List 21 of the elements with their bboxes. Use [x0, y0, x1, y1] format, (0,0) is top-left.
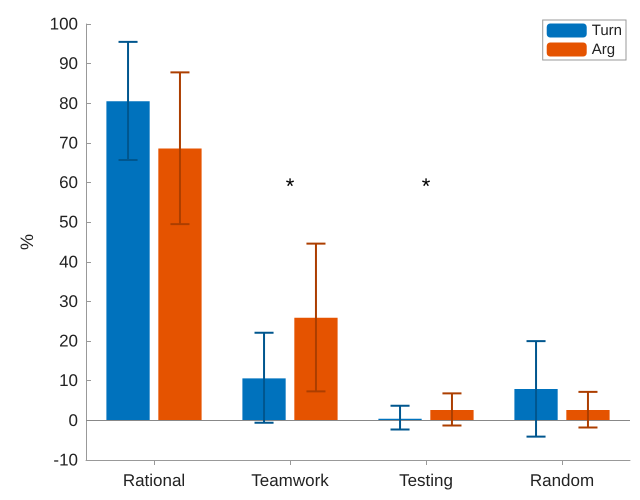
y-tick-label: 30: [59, 292, 78, 311]
y-axis-title: %: [17, 234, 37, 250]
x-tick-label: Rational: [122, 471, 186, 490]
legend-label: Turn: [592, 22, 622, 39]
x-tick-label: Teamwork: [251, 471, 330, 490]
y-tick-label: 40: [59, 252, 78, 272]
x-tick-label: Random: [530, 471, 594, 490]
y-tick-label: 50: [59, 212, 78, 232]
legend-label: Arg: [592, 41, 616, 58]
y-tick-label: 0: [68, 410, 78, 430]
y-tick-label: 90: [59, 54, 78, 74]
y-tick-label: 10: [59, 371, 78, 390]
x-tick-label: Testing: [399, 471, 453, 490]
y-tick-label: 70: [59, 133, 78, 152]
annotation: *: [286, 174, 295, 198]
y-tick-label: 80: [59, 94, 78, 113]
y-tick-label: -10: [53, 450, 78, 470]
annotation: *: [422, 174, 431, 198]
y-tick-label: 60: [59, 173, 78, 192]
y-tick-label: 20: [59, 332, 78, 351]
y-tick-label: 100: [50, 14, 78, 34]
